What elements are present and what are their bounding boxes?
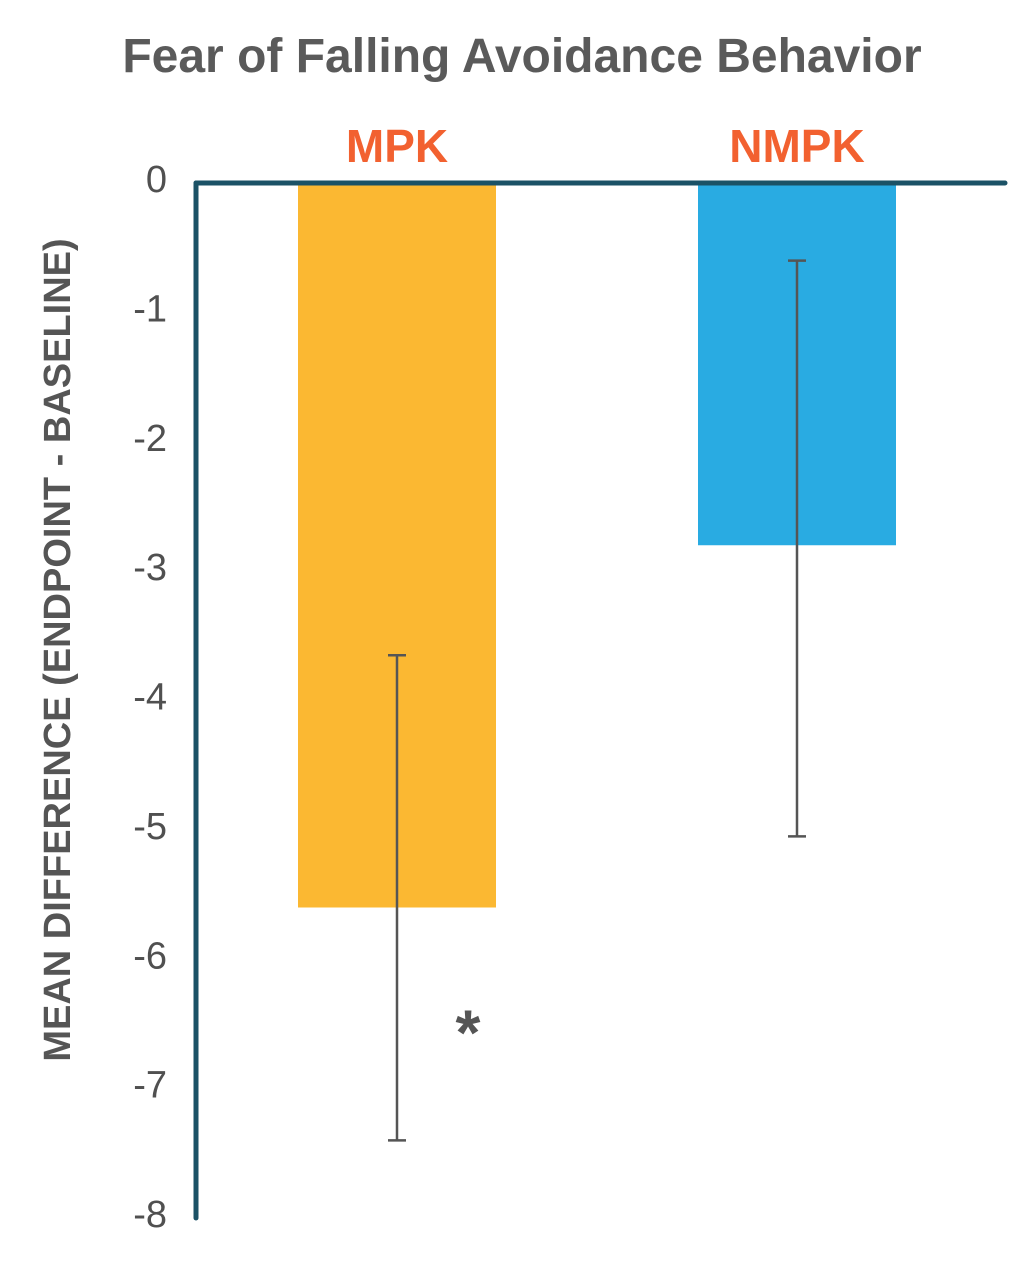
y-tick-label: -8 — [133, 1194, 167, 1236]
error-bar-nmpk — [788, 259, 806, 838]
annotations: * — [456, 996, 481, 1068]
y-tick-label: 0 — [146, 159, 167, 201]
y-tick-label: -7 — [133, 1065, 167, 1107]
axes-layer — [193, 180, 1008, 1221]
error-bars-layer — [388, 259, 806, 1142]
y-tick-label: -4 — [133, 677, 167, 719]
significance-asterisk: * — [456, 996, 481, 1068]
category-label-nmpk: NMPK — [729, 120, 864, 172]
bars-layer — [298, 183, 896, 908]
y-axis-label: MEAN DIFFERENCE (ENDPOINT - BASELINE) — [37, 238, 79, 1061]
error-bar-mpk — [388, 653, 406, 1142]
y-tick-label: -1 — [133, 288, 167, 330]
chart-title: Fear of Falling Avoidance Behavior — [122, 30, 921, 83]
y-tick-labels: 0 -1 -2 -3 -4 -5 -6 -7 -8 — [133, 159, 167, 1236]
category-label-mpk: MPK — [346, 120, 448, 172]
y-tick-label: -6 — [133, 935, 167, 977]
y-tick-label: -3 — [133, 547, 167, 589]
y-tick-label: -5 — [133, 806, 167, 848]
category-labels: MPK NMPK — [346, 120, 865, 172]
y-tick-label: -2 — [133, 418, 167, 460]
